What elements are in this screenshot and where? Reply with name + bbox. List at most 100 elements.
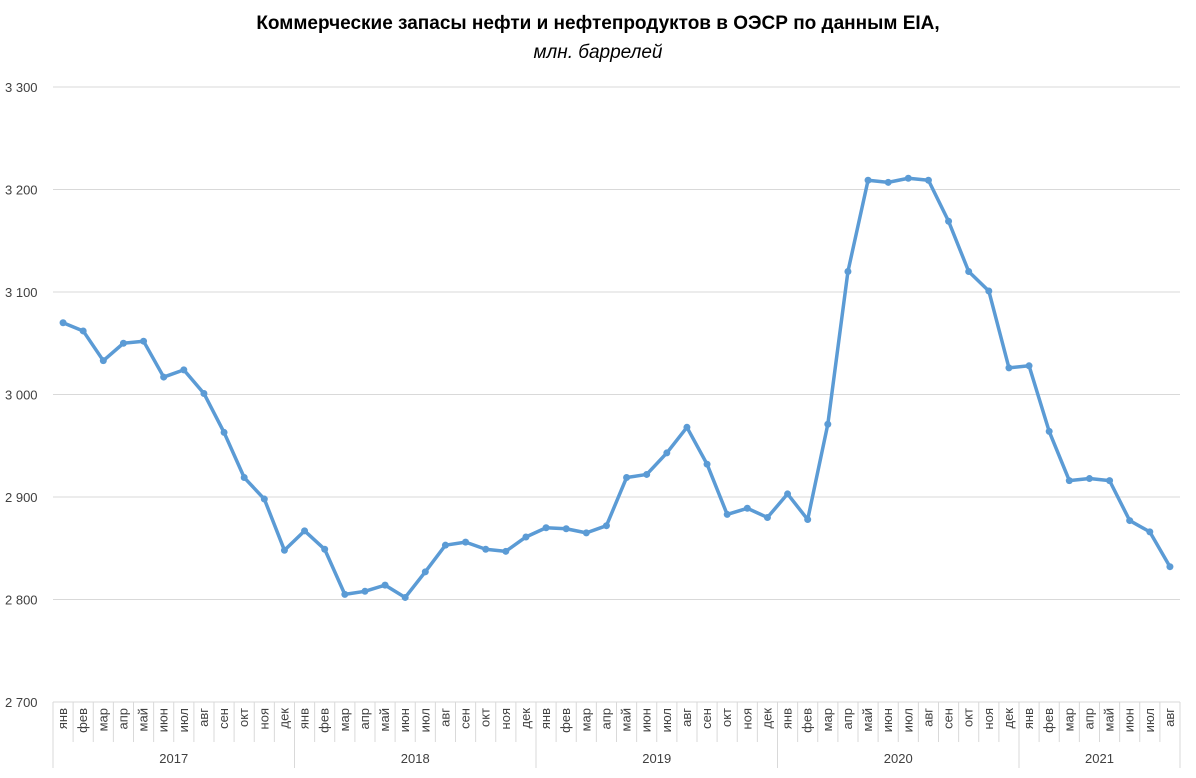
data-point	[844, 268, 852, 275]
month-label: ноя	[981, 708, 996, 729]
data-point	[200, 389, 208, 397]
month-label: фев	[75, 708, 90, 733]
month-label: мар	[95, 708, 110, 731]
data-point	[824, 420, 832, 428]
data-point	[985, 287, 993, 295]
data-point	[945, 217, 953, 225]
month-label: окт	[478, 708, 493, 727]
month-label: апр	[1081, 708, 1096, 730]
month-label: ноя	[256, 708, 271, 729]
data-point	[884, 178, 892, 186]
month-label: окт	[236, 708, 251, 727]
y-tick-label: 2 900	[5, 490, 38, 505]
month-label: мар	[1061, 708, 1076, 731]
data-point	[462, 538, 470, 546]
year-label: 2019	[642, 751, 671, 766]
data-point	[1106, 477, 1114, 485]
data-point	[1005, 364, 1013, 372]
month-label: май	[1102, 708, 1117, 731]
y-tick-label: 2 700	[5, 695, 38, 710]
month-label: дек	[518, 708, 533, 729]
month-label: ноя	[739, 708, 754, 729]
month-label: июн	[880, 708, 895, 732]
year-label: 2021	[1085, 751, 1114, 766]
data-point	[683, 423, 691, 431]
data-point	[602, 522, 610, 530]
month-label: авг	[196, 708, 211, 727]
data-point	[421, 568, 429, 576]
data-point	[1045, 427, 1053, 435]
data-point	[1065, 477, 1073, 485]
data-point	[804, 516, 812, 524]
data-point	[924, 176, 932, 184]
data-point	[280, 546, 288, 554]
month-label: дек	[759, 708, 774, 729]
data-point	[582, 529, 590, 537]
year-label: 2018	[401, 751, 430, 766]
month-label: окт	[961, 708, 976, 727]
y-tick-label: 3 200	[5, 183, 38, 198]
data-point	[723, 510, 731, 518]
y-tick-label: 2 800	[5, 593, 38, 608]
month-label: июн	[639, 708, 654, 732]
month-label: сен	[216, 708, 231, 729]
month-label: янв	[297, 708, 312, 729]
data-point	[784, 490, 792, 498]
data-point	[703, 460, 711, 468]
data-point	[160, 373, 168, 381]
data-point	[119, 339, 127, 347]
month-label: мар	[578, 708, 593, 731]
data-point	[904, 174, 912, 182]
chart-title: Коммерческие запасы нефти и нефтепродукт…	[256, 13, 940, 34]
y-tick-label: 3 300	[5, 80, 38, 95]
month-label: авг	[920, 708, 935, 727]
data-point	[965, 268, 973, 275]
month-label: сен	[458, 708, 473, 729]
y-tick-label: 3 100	[5, 285, 38, 300]
month-label: янв	[55, 708, 70, 729]
year-label: 2017	[159, 751, 188, 766]
month-label: июл	[659, 708, 674, 732]
data-point	[502, 547, 510, 555]
month-label: июл	[176, 708, 191, 732]
month-label: июн	[397, 708, 412, 732]
data-point	[663, 449, 671, 457]
y-tick-label: 3 000	[5, 388, 38, 403]
month-label: фев	[1041, 708, 1056, 733]
data-point	[381, 581, 389, 589]
month-label: дек	[1001, 708, 1016, 729]
month-label: мар	[337, 708, 352, 731]
data-point	[441, 541, 449, 549]
month-label: апр	[115, 708, 130, 730]
chart-subtitle: млн. баррелей	[533, 42, 663, 63]
month-label: апр	[598, 708, 613, 730]
data-point	[482, 545, 490, 553]
month-label: мар	[820, 708, 835, 731]
month-label: фев	[317, 708, 332, 733]
month-label: июн	[156, 708, 171, 732]
month-label: май	[377, 708, 392, 731]
data-point	[643, 470, 651, 478]
data-point	[743, 504, 751, 512]
month-label: янв	[1021, 708, 1036, 729]
month-label: янв	[780, 708, 795, 729]
month-label: май	[619, 708, 634, 731]
data-point	[341, 590, 349, 598]
month-label: май	[136, 708, 151, 731]
month-label: авг	[437, 708, 452, 727]
data-point	[260, 495, 268, 503]
data-point	[99, 357, 107, 365]
data-point	[864, 176, 872, 184]
data-point	[562, 525, 570, 533]
data-point	[522, 533, 530, 541]
series-line	[62, 176, 1172, 600]
data-point	[1126, 517, 1134, 525]
month-label: окт	[719, 708, 734, 727]
month-label: ноя	[498, 708, 513, 729]
data-point	[59, 319, 67, 327]
data-point	[623, 474, 631, 482]
data-point	[220, 428, 228, 436]
data-point	[1085, 475, 1093, 483]
month-label: апр	[840, 708, 855, 730]
